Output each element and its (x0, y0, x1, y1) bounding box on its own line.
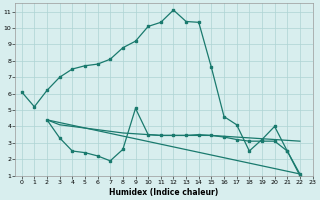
X-axis label: Humidex (Indice chaleur): Humidex (Indice chaleur) (109, 188, 219, 197)
